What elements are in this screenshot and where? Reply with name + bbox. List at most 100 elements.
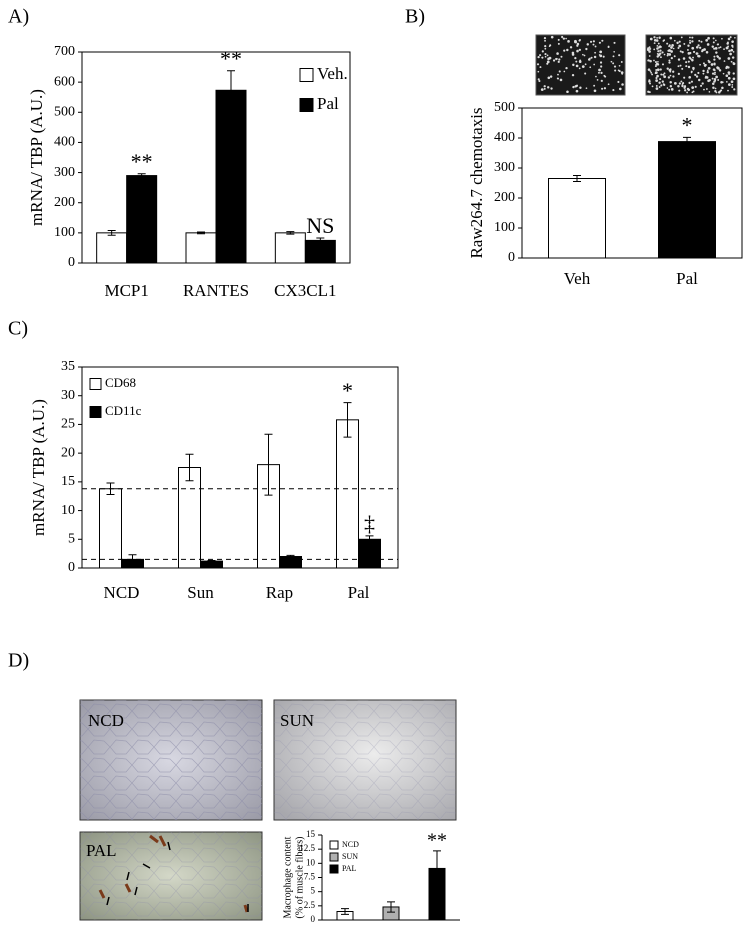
cell-dot	[593, 63, 596, 66]
y-tick-label: 600	[54, 74, 75, 89]
cell-dot	[687, 89, 690, 92]
cell-dot	[705, 88, 708, 90]
cell-dot	[683, 76, 686, 79]
annotation: *	[342, 378, 353, 403]
x-tick-label: NCD	[104, 583, 140, 602]
error-bar	[316, 237, 325, 244]
cell-dot	[549, 75, 553, 78]
cell-dot	[659, 49, 662, 52]
cell-dot	[691, 86, 695, 90]
cell-dot	[682, 57, 686, 60]
cell-dot	[650, 71, 653, 74]
cell-dot	[539, 66, 542, 69]
cell-dot	[659, 68, 662, 71]
cell-dot	[721, 81, 724, 84]
cell-dot	[734, 36, 736, 39]
x-tick-label: Pal	[676, 269, 698, 288]
cell-dot	[691, 36, 694, 39]
cell-dot	[648, 91, 651, 94]
cell-dot	[727, 37, 731, 41]
cell-dot	[713, 47, 716, 50]
x-tick-label: CX3CL1	[274, 281, 336, 300]
cell-dot	[716, 55, 720, 58]
cell-dot	[699, 63, 701, 66]
cell-dot	[712, 41, 715, 44]
legend-label: Pal	[317, 94, 339, 113]
legend-swatch	[89, 406, 102, 418]
cell-dot	[714, 47, 718, 50]
cell-dot	[677, 58, 681, 61]
cell-dot	[718, 57, 721, 60]
error-bar	[137, 173, 146, 178]
annotation: **	[427, 829, 447, 851]
error-bar	[433, 850, 441, 887]
cell-dot	[714, 90, 717, 93]
cell-dot	[599, 50, 603, 54]
legend-label: CD11c	[105, 403, 142, 418]
cell-dot	[536, 63, 540, 66]
cell-dot	[672, 70, 675, 73]
cell-dot	[607, 83, 610, 86]
cell-dot	[559, 78, 563, 82]
y-tick-label: 15	[61, 474, 75, 489]
cell-dot	[714, 87, 717, 90]
cell-dot	[556, 77, 559, 80]
cell-dot	[711, 72, 715, 75]
cell-dot	[537, 78, 540, 81]
y-axis-label: mRNA/ TBP (A.U.)	[27, 89, 46, 226]
cell-dot	[547, 76, 551, 80]
y-tick-label: 35	[61, 359, 75, 374]
cell-dot	[655, 79, 658, 82]
y-tick-label: 7.5	[304, 872, 316, 882]
y-axis-label: mRNA/ TBP (A.U.)	[29, 399, 48, 536]
cell-dot	[711, 77, 714, 80]
cell-dot	[563, 49, 566, 52]
cell-dot	[692, 90, 695, 93]
cell-dot	[694, 85, 697, 88]
cell-dot	[647, 59, 650, 62]
cell-dot	[546, 62, 549, 65]
cell-dot	[566, 90, 569, 94]
y-axis-label: Macrophage content	[282, 836, 293, 918]
cell-dot	[653, 42, 656, 45]
legend-label: NCD	[342, 840, 359, 849]
cell-dot	[602, 55, 605, 58]
cell-dot	[656, 68, 660, 72]
cell-dot	[566, 48, 569, 52]
bar	[279, 556, 302, 569]
cell-dot	[717, 79, 720, 81]
cell-dot	[569, 46, 573, 49]
cell-dot	[547, 86, 550, 89]
cell-dot	[649, 47, 652, 50]
cell-dot	[571, 53, 575, 56]
cell-dot	[657, 50, 660, 53]
cell-dot	[691, 58, 694, 62]
cell-dot	[544, 47, 547, 50]
cell-dot	[648, 80, 651, 83]
cell-dot	[601, 87, 604, 90]
cell-dot	[666, 54, 669, 57]
cell-dot	[701, 82, 704, 85]
cell-dot	[727, 76, 731, 80]
cell-dot	[689, 41, 692, 44]
cell-dot	[727, 71, 731, 75]
error-bar	[387, 901, 395, 913]
cell-dot	[694, 73, 697, 77]
cell-dot	[670, 88, 674, 91]
cell-dot	[593, 84, 596, 87]
cell-dot	[655, 84, 658, 87]
cell-dot	[666, 67, 669, 70]
cell-dot	[716, 66, 719, 69]
error-bar	[107, 229, 116, 236]
cell-dot	[703, 88, 705, 91]
image-label: NCD	[88, 711, 124, 730]
cell-dot	[540, 88, 544, 91]
legend-label: CD68	[105, 375, 136, 390]
cell-dot	[651, 73, 654, 76]
x-tick-label: Sun	[187, 583, 214, 602]
cell-dot	[670, 57, 673, 60]
cell-dot	[660, 73, 663, 76]
cell-dot	[589, 57, 591, 60]
y-tick-label: 400	[54, 135, 75, 150]
cell-dot	[647, 68, 651, 71]
